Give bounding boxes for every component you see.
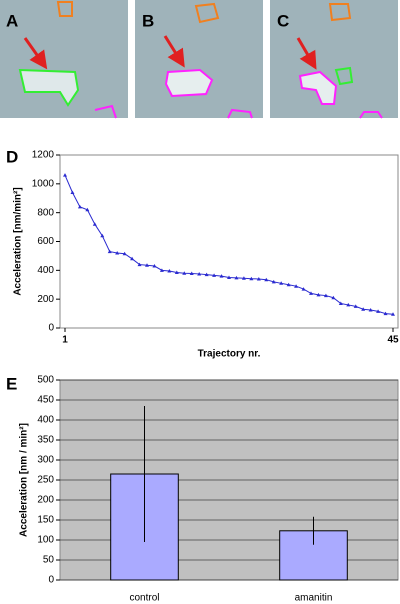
x-tick-label: control bbox=[129, 593, 159, 604]
data-point bbox=[182, 271, 187, 275]
data-point bbox=[137, 262, 142, 267]
y-tick-label: 50 bbox=[43, 555, 55, 566]
y-axis-label: Acceleration [nm/min²] bbox=[13, 187, 24, 295]
data-point bbox=[130, 256, 135, 261]
data-point bbox=[316, 292, 321, 297]
data-point bbox=[271, 279, 276, 284]
data-point bbox=[241, 276, 246, 280]
data-point bbox=[77, 204, 82, 209]
micrograph-b bbox=[135, 0, 263, 119]
y-tick-label: 800 bbox=[37, 207, 54, 218]
x-tick-label: 45 bbox=[387, 335, 399, 346]
data-point bbox=[167, 269, 172, 273]
panel-label: D bbox=[6, 147, 18, 166]
data-point bbox=[197, 271, 202, 276]
y-tick-label: 0 bbox=[48, 575, 54, 586]
panel-label: A bbox=[6, 11, 18, 30]
data-point bbox=[279, 281, 284, 285]
y-axis-label: Acceleration [nm / min²] bbox=[19, 423, 30, 537]
data-point bbox=[338, 301, 343, 305]
y-tick-label: 400 bbox=[37, 415, 54, 426]
y-tick-label: 1000 bbox=[32, 178, 55, 189]
data-point bbox=[145, 263, 149, 267]
data-point bbox=[92, 222, 97, 226]
data-point bbox=[159, 268, 164, 272]
data-point bbox=[301, 287, 306, 291]
data-point bbox=[70, 190, 75, 194]
data-point bbox=[353, 304, 358, 308]
y-tick-label: 300 bbox=[37, 455, 54, 466]
data-point bbox=[107, 249, 112, 254]
data-point bbox=[152, 264, 157, 268]
data-point bbox=[122, 251, 127, 256]
x-axis-label: Trajectory nr. bbox=[198, 349, 261, 360]
data-point bbox=[346, 302, 351, 307]
y-tick-label: 100 bbox=[37, 535, 54, 546]
data-point bbox=[383, 311, 388, 316]
plot-frame bbox=[59, 154, 399, 329]
data-point bbox=[85, 207, 90, 212]
y-tick-label: 250 bbox=[37, 475, 54, 486]
data-point bbox=[234, 275, 239, 280]
y-tick-label: 400 bbox=[37, 265, 54, 276]
y-tick-label: 200 bbox=[37, 495, 54, 506]
y-tick-label: 450 bbox=[37, 395, 54, 406]
y-tick-label: 1200 bbox=[32, 150, 55, 161]
panel-label: C bbox=[277, 11, 289, 30]
data-point bbox=[100, 233, 105, 238]
data-point bbox=[227, 275, 231, 280]
data-point bbox=[212, 273, 217, 277]
x-tick-label: 1 bbox=[62, 335, 68, 346]
data-point bbox=[309, 291, 313, 295]
data-point bbox=[249, 276, 254, 281]
data-point bbox=[323, 293, 328, 298]
data-point bbox=[204, 272, 209, 277]
panel-label: E bbox=[6, 374, 17, 393]
data-point bbox=[115, 251, 120, 255]
y-tick-label: 200 bbox=[37, 294, 54, 305]
panel-label: B bbox=[142, 11, 154, 30]
data-point bbox=[361, 307, 366, 311]
data-point bbox=[294, 284, 299, 288]
y-tick-label: 0 bbox=[48, 323, 54, 334]
data-point bbox=[376, 309, 381, 313]
micrograph-a bbox=[0, 0, 128, 119]
x-tick-label: amanitin bbox=[295, 593, 333, 604]
data-point bbox=[286, 282, 291, 287]
data-point bbox=[256, 276, 261, 281]
data-point bbox=[264, 277, 269, 282]
data-point bbox=[368, 307, 373, 312]
data-point bbox=[189, 271, 194, 276]
data-point bbox=[391, 312, 395, 316]
micrograph-c bbox=[270, 0, 398, 119]
y-tick-label: 500 bbox=[37, 375, 54, 386]
data-point bbox=[331, 295, 336, 300]
data-point bbox=[174, 270, 179, 274]
data-point bbox=[63, 173, 67, 177]
y-tick-label: 350 bbox=[37, 435, 54, 446]
data-point bbox=[219, 274, 224, 278]
y-tick-label: 600 bbox=[37, 236, 54, 247]
y-tick-label: 150 bbox=[37, 515, 54, 526]
